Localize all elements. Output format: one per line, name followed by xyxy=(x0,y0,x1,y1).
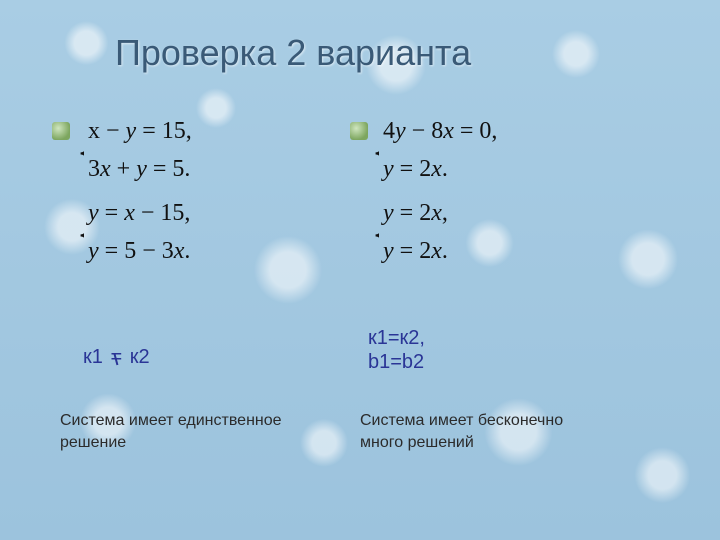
brace-icon xyxy=(70,194,84,270)
k1-label: к1 xyxy=(83,346,103,368)
note-line: много решений xyxy=(360,432,563,454)
equation: y = 2x. xyxy=(383,232,665,270)
conclusion-left: Система имеет единственное решение xyxy=(60,410,282,454)
system-1-right: 4y − 8x = 0, y = 2x. xyxy=(365,112,665,188)
system-1-left: x − y = 15, 3x + y = 5. xyxy=(70,112,370,188)
brace-icon xyxy=(365,194,379,270)
equation: 4y − 8x = 0, xyxy=(383,112,665,150)
coef-line: b1=b2 xyxy=(368,350,425,374)
equation: y = 2x. xyxy=(383,150,665,188)
equation: y = 2x, xyxy=(383,194,665,232)
system-2-left: y = x − 15, y = 5 − 3x. xyxy=(70,194,370,270)
right-column: 4y − 8x = 0, y = 2x. y = 2x, y = 2x. xyxy=(365,112,665,276)
coef-line: к1=к2, xyxy=(368,326,425,350)
bullet-icon xyxy=(52,122,70,140)
brace-icon xyxy=(70,112,84,188)
equation: x − y = 15, xyxy=(88,112,370,150)
conclusion-right: Система имеет бесконечно много решений xyxy=(360,410,563,454)
equation: y = x − 15, xyxy=(88,194,370,232)
coef-relation-right: к1=к2, b1=b2 xyxy=(368,326,425,374)
equation: 3x + y = 5. xyxy=(88,150,370,188)
note-line: Система имеет единственное xyxy=(60,410,282,432)
k2-label: к2 xyxy=(130,346,150,368)
note-line: решение xyxy=(60,432,282,454)
not-equal-icon: = xyxy=(108,346,124,369)
coef-relation-left: к1 = к2 xyxy=(83,346,150,369)
brace-icon xyxy=(365,112,379,188)
equation: y = 5 − 3x. xyxy=(88,232,370,270)
left-column: x − y = 15, 3x + y = 5. y = x − 15, y = … xyxy=(70,112,370,276)
slide-title: Проверка 2 варианта xyxy=(115,32,471,74)
note-line: Система имеет бесконечно xyxy=(360,410,563,432)
system-2-right: y = 2x, y = 2x. xyxy=(365,194,665,270)
